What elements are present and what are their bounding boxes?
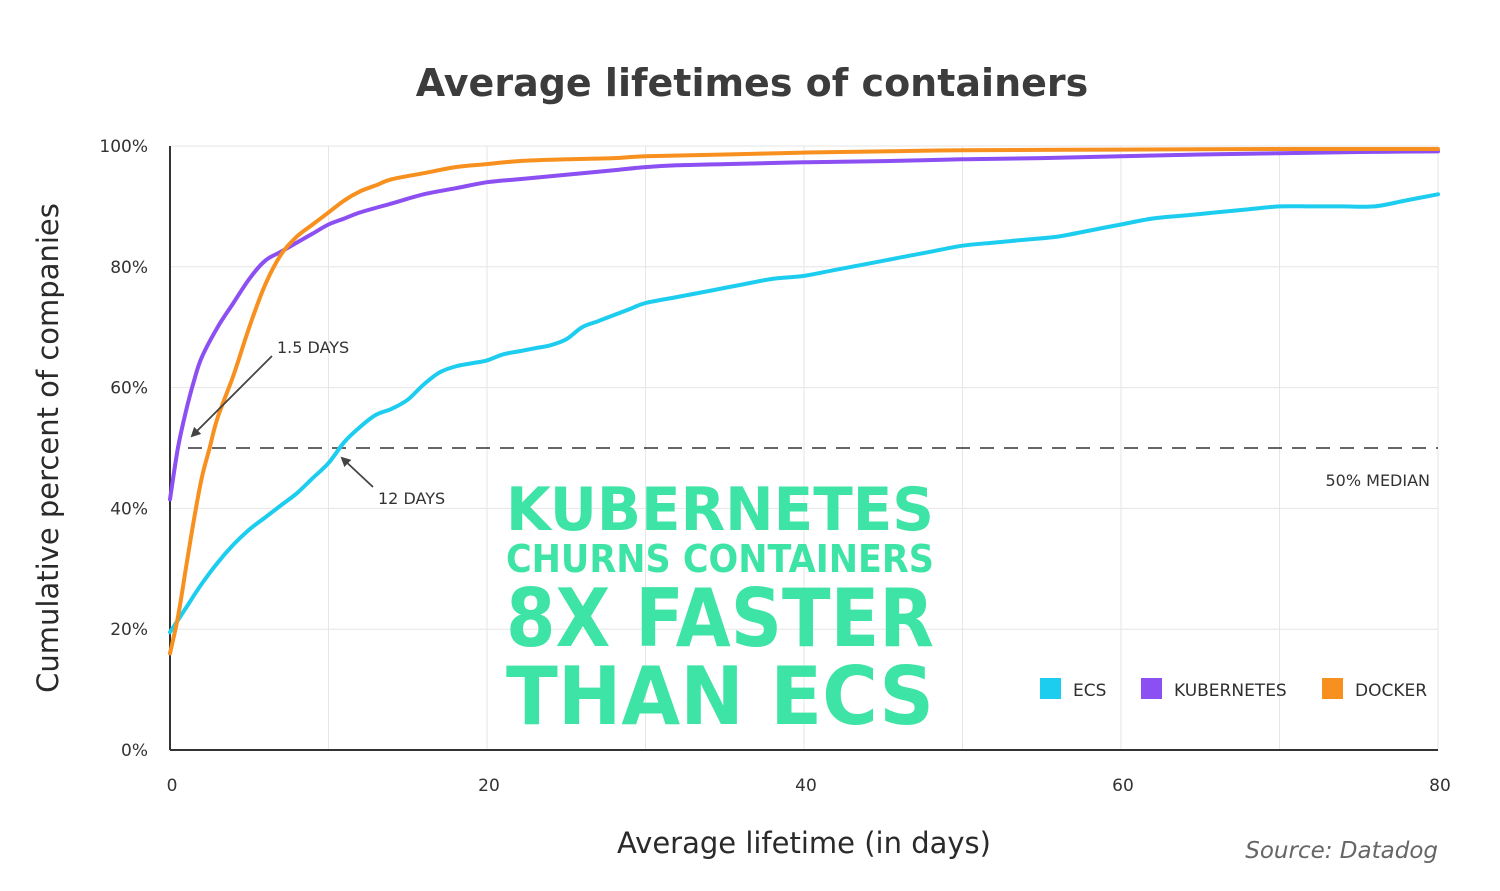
median-label: 50% MEDIAN: [1325, 471, 1430, 490]
y-tick-label: 80%: [110, 258, 148, 278]
x-tick-label: 40: [795, 776, 817, 796]
headline-line-4: THAN ECS: [506, 650, 934, 743]
y-tick-label: 100%: [99, 137, 148, 157]
legend-label-docker: DOCKER: [1355, 681, 1427, 701]
x-tick-label: 60: [1112, 776, 1134, 796]
y-tick-label: 20%: [110, 620, 148, 640]
legend-label-kubernetes: KUBERNETES: [1174, 681, 1287, 701]
annotation-arrow-12-days: [340, 456, 374, 488]
x-tick-label: 0: [167, 776, 178, 796]
series-line-docker: [168, 146, 1440, 656]
x-tick-label: 20: [478, 776, 500, 796]
x-tick-label: 80: [1429, 776, 1451, 796]
y-tick-label: 0%: [121, 741, 148, 761]
legend-swatch-kubernetes: [1141, 678, 1162, 699]
legend: ECS KUBERNETES DOCKER: [1040, 678, 1427, 701]
legend-swatch-docker: [1322, 678, 1343, 699]
y-tick-label: 60%: [110, 379, 148, 399]
annotation-1-5-days: 1.5 DAYS: [277, 338, 349, 357]
y-axis-title: Cumulative percent of companies: [31, 203, 65, 693]
headline-callout: KUBERNETES CHURNS CONTAINERS 8X FASTER T…: [506, 475, 934, 743]
legend-swatch-ecs: [1040, 678, 1061, 699]
legend-label-ecs: ECS: [1073, 681, 1106, 701]
headline-line-3: 8X FASTER: [506, 572, 934, 665]
y-tick-label: 40%: [110, 499, 148, 519]
chart-title: Average lifetimes of containers: [416, 61, 1089, 105]
series-line-kubernetes: [168, 149, 1440, 502]
annotation-12-days: 12 DAYS: [378, 489, 445, 508]
x-tick-labels: 0 20 40 60 80: [167, 776, 1451, 796]
headline-line-1: KUBERNETES: [506, 475, 934, 545]
series-lines: [168, 146, 1440, 656]
x-axis-title: Average lifetime (in days): [617, 826, 991, 860]
annotation-arrow-1-5-days: [190, 355, 273, 438]
headline-line-2: CHURNS CONTAINERS: [506, 537, 934, 581]
y-tick-labels: 0% 20% 40% 60% 80% 100%: [99, 137, 148, 761]
source-label: Source: Datadog: [1245, 838, 1438, 864]
series-line-ecs: [168, 192, 1440, 635]
